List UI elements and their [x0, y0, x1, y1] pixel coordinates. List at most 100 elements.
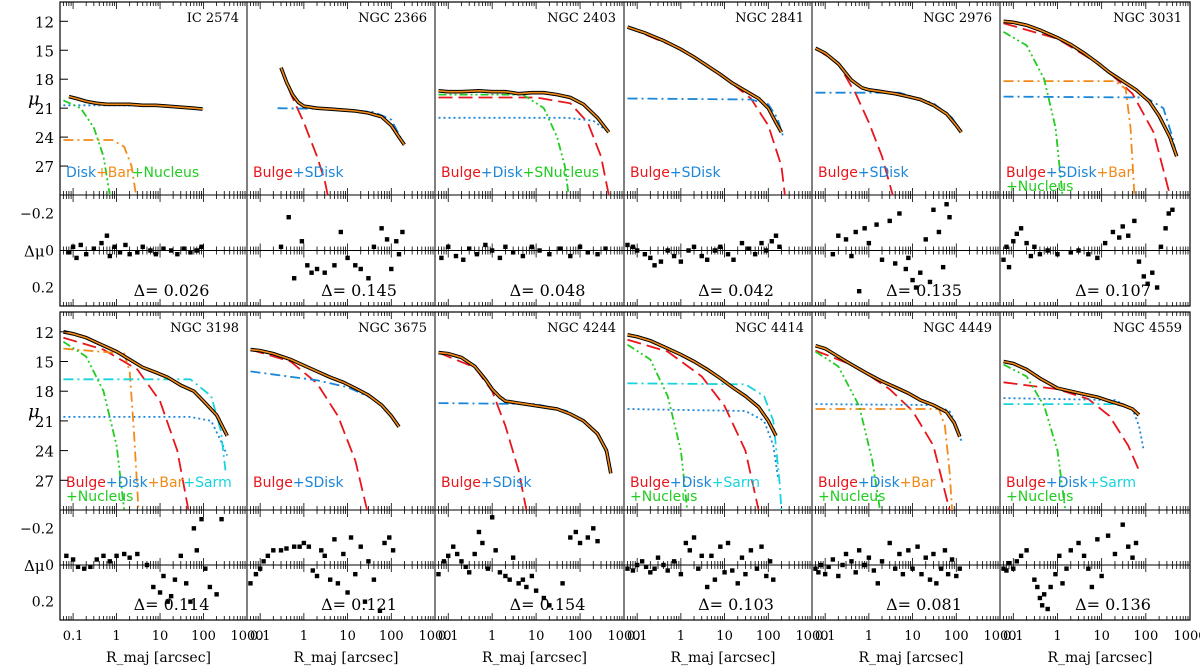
residual-point [1035, 584, 1040, 590]
residual-point [489, 515, 495, 520]
x-tick-label: 10 [716, 629, 733, 644]
residual-point [396, 252, 402, 257]
residual-point [1166, 211, 1171, 216]
residual-point [135, 250, 140, 255]
residual-point [503, 244, 508, 249]
component-label-part: +Nucleus [1006, 179, 1073, 195]
x-tick-label: 1 [488, 629, 496, 644]
residual-point [603, 246, 608, 251]
rms-delta-label: Δ= 0.145 [321, 281, 397, 300]
component-label-part: Bulge [441, 165, 481, 181]
rms-delta-label: Δ= 0.154 [510, 595, 586, 614]
y-tick-label: 21 [35, 100, 54, 118]
residual-point [923, 237, 928, 242]
residual-point [485, 566, 491, 571]
residual-point [88, 564, 93, 570]
residual-point [436, 571, 441, 577]
residual-point [1158, 244, 1164, 249]
residual-point [188, 250, 193, 255]
x-tick-label: 10 [1093, 629, 1110, 644]
residual-point [691, 535, 697, 540]
residual-axis-label: Δμ [24, 243, 45, 261]
residual-point [712, 248, 718, 253]
total-model-line [815, 47, 962, 133]
residual-point [1032, 577, 1037, 582]
residual-point [507, 577, 512, 582]
residual-point [557, 246, 563, 251]
residual-point [1014, 559, 1019, 564]
residual-point [345, 590, 350, 595]
residual-point [630, 568, 636, 573]
residual-point [75, 564, 81, 570]
residual-point [70, 244, 76, 249]
residual-point [897, 211, 902, 216]
component-sdisk [1003, 95, 1178, 157]
component-label-part: Bulge [441, 475, 481, 491]
residual-point [918, 270, 923, 275]
residual-point [927, 577, 933, 582]
panel-ngc-4244: NGC 4244 Bulge+SDisk Δ= 0.154 [434, 312, 625, 620]
x-tick-label: 1000 [607, 629, 640, 644]
panel-ic-2574: IC 2574 Disk+Bar+Nucleus Δ= 0.026 [59, 2, 248, 306]
residual-point [856, 548, 862, 553]
total-model-line [438, 89, 610, 133]
residual-point [822, 571, 828, 577]
residual-point [322, 553, 327, 559]
galaxy-name: NGC 3031 [1113, 11, 1182, 26]
residual-point [560, 581, 565, 586]
residual-point [472, 551, 477, 557]
residual-point [1048, 584, 1053, 590]
residual-point [1006, 560, 1012, 566]
component-label-part: +SNucleus [523, 165, 599, 181]
residual-point [107, 253, 113, 259]
galaxy-name: IC 2574 [187, 11, 239, 26]
residual-point [699, 253, 704, 259]
residual-point [194, 248, 199, 253]
residual-point [683, 540, 689, 546]
residual-point [1045, 248, 1050, 253]
residual-point [1037, 595, 1043, 601]
residual-point [161, 573, 166, 579]
residual-point [910, 566, 915, 571]
residual-point [278, 548, 284, 553]
residual-point [516, 581, 521, 586]
residual-point [314, 266, 320, 272]
data-points [1003, 19, 1179, 157]
residual-point [940, 264, 946, 270]
residual-point [866, 240, 872, 246]
residual-point [771, 577, 776, 582]
component-bulge [1003, 381, 1140, 471]
residual-point [699, 553, 704, 559]
residual-point [725, 252, 731, 257]
component-label-part: +Bar [900, 475, 936, 491]
y-tick-label: 24 [35, 129, 54, 147]
y-tick-label: 12 [35, 324, 54, 342]
component-label-part: +Disk [670, 475, 713, 491]
residual-point [687, 548, 692, 553]
component-label: +Nucleus [1006, 179, 1073, 195]
rms-delta-label: Δ= 0.107 [1075, 281, 1151, 300]
residual-point [1006, 264, 1012, 270]
residual-point [913, 285, 919, 290]
total-model-line [438, 351, 612, 474]
residual-point [161, 246, 166, 251]
component-label: Bulge+Disk+Sarm [1006, 475, 1136, 491]
component-label: Bulge+SDisk [818, 165, 909, 181]
residual-point [382, 540, 387, 546]
residual-point [117, 250, 123, 255]
component-sdisk [438, 402, 610, 461]
residual-point [1136, 259, 1142, 264]
residual-point [634, 562, 640, 568]
residual-point [66, 250, 72, 255]
residual-point [439, 255, 444, 261]
residual-point [207, 584, 213, 590]
residual-point [165, 599, 170, 604]
residual-point [648, 570, 653, 575]
component-label-part: Bulge [253, 475, 293, 491]
component-bulge [438, 351, 528, 510]
residual-point [91, 246, 97, 251]
residual-point [377, 608, 383, 614]
residual-point [286, 215, 291, 220]
residual-point [652, 566, 657, 571]
residual-point [1018, 226, 1024, 231]
